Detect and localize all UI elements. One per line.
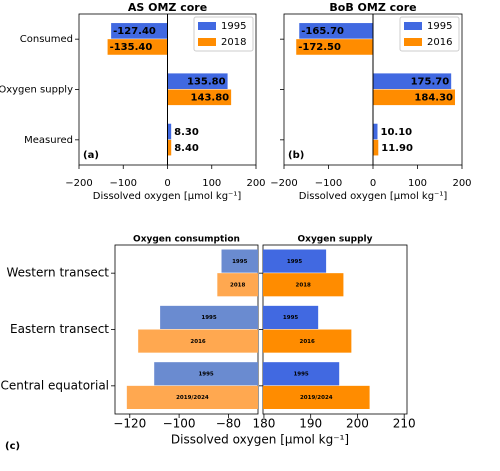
x-tick-label: −200 <box>270 178 297 189</box>
y-tick-label: Consumed <box>20 34 73 45</box>
x-tick-label: 180 <box>252 417 275 431</box>
value-label: 184.30 <box>414 93 453 104</box>
legend-swatch <box>404 38 422 46</box>
legend-label: 2016 <box>427 37 452 48</box>
bar <box>296 39 373 55</box>
bar <box>263 385 370 409</box>
x-tick-label: −100 <box>110 178 137 189</box>
value-label: 8.40 <box>174 143 199 154</box>
value-label: 143.80 <box>191 93 230 104</box>
value-label: 10.10 <box>380 127 412 138</box>
bar-label: 1995 <box>201 315 216 321</box>
x-tick-label: 100 <box>408 178 427 189</box>
bar-label: 1995 <box>287 259 302 265</box>
bar-label: 2016 <box>300 339 315 345</box>
bar-label: 1995 <box>232 259 247 265</box>
bar-label: 1995 <box>198 372 213 378</box>
bar <box>138 329 258 353</box>
panel-title: Oxygen consumption <box>133 235 240 245</box>
x-tick-label: 0 <box>164 178 170 189</box>
x-axis-label: Dissolved oxygen [μmol kg⁻¹] <box>171 433 349 447</box>
x-tick-label: 200 <box>452 178 471 189</box>
bar-label: 2018 <box>230 282 245 288</box>
bar <box>107 39 168 55</box>
panel-title: Oxygen supply <box>297 235 372 245</box>
x-tick-label: 0 <box>370 178 376 189</box>
panel-label: (c) <box>5 441 20 452</box>
bar-label: 2018 <box>296 282 311 288</box>
bar-label: 2019/2024 <box>176 395 209 401</box>
x-tick-label: −100 <box>163 417 196 431</box>
value-label: 8.30 <box>174 127 199 138</box>
x-tick-label: 100 <box>202 178 221 189</box>
bar <box>263 305 319 329</box>
legend-label: 2018 <box>221 37 246 48</box>
legend-label: 1995 <box>427 21 452 32</box>
y-tick-label: Measured <box>24 135 73 146</box>
legend-label: 1995 <box>221 21 246 32</box>
bar <box>167 123 172 140</box>
bar <box>373 73 452 89</box>
x-tick-label: −100 <box>315 178 342 189</box>
legend-swatch <box>404 22 422 30</box>
y-tick-label: Eastern transect <box>10 322 109 336</box>
bar <box>299 23 373 39</box>
x-axis-label: Dissolved oxygen [μmol kg⁻¹] <box>299 191 448 202</box>
bar <box>373 89 456 106</box>
legend-swatch <box>198 38 216 46</box>
y-tick-label: Oxygen supply <box>0 85 73 96</box>
bar-label: 2019/2024 <box>300 395 333 401</box>
value-label: 135.80 <box>187 76 226 87</box>
x-tick-label: 200 <box>246 178 265 189</box>
bar-label: 2016 <box>190 339 205 345</box>
panel-label: (a) <box>83 150 99 161</box>
bar <box>221 249 258 273</box>
value-label: -127.40 <box>113 26 156 37</box>
value-label: -165.70 <box>301 26 344 37</box>
bar <box>160 305 258 329</box>
x-tick-label: 190 <box>299 417 322 431</box>
x-tick-label: −80 <box>216 417 241 431</box>
panel-label: (b) <box>288 150 304 161</box>
value-label: -172.50 <box>298 42 341 53</box>
value-label: -135.40 <box>110 42 153 53</box>
bar <box>263 249 327 273</box>
bar <box>217 273 258 297</box>
legend-swatch <box>198 22 216 30</box>
bar-label: 1995 <box>283 315 298 321</box>
bar <box>167 89 232 106</box>
value-label: 175.70 <box>411 76 450 87</box>
bar <box>154 362 258 386</box>
bar <box>111 23 168 39</box>
bar <box>167 73 228 89</box>
bar <box>373 123 378 140</box>
value-label: 11.90 <box>381 143 413 154</box>
bar <box>263 362 340 386</box>
bar <box>263 329 352 353</box>
x-tick-label: 200 <box>346 417 369 431</box>
x-axis-label: Dissolved oxygen [μmol kg⁻¹] <box>93 191 242 202</box>
panel-title: AS OMZ core <box>128 1 207 14</box>
bar <box>263 273 344 297</box>
bar <box>373 139 379 156</box>
x-tick-label: 210 <box>393 417 416 431</box>
y-tick-label: Central equatorial <box>1 378 109 392</box>
bar-label: 1995 <box>293 372 308 378</box>
bar <box>167 139 172 156</box>
panel-title: BoB OMZ core <box>329 1 416 14</box>
x-tick-label: −200 <box>65 178 92 189</box>
x-tick-label: −120 <box>113 417 146 431</box>
y-tick-label: Western transect <box>6 266 109 280</box>
bar <box>126 385 259 409</box>
